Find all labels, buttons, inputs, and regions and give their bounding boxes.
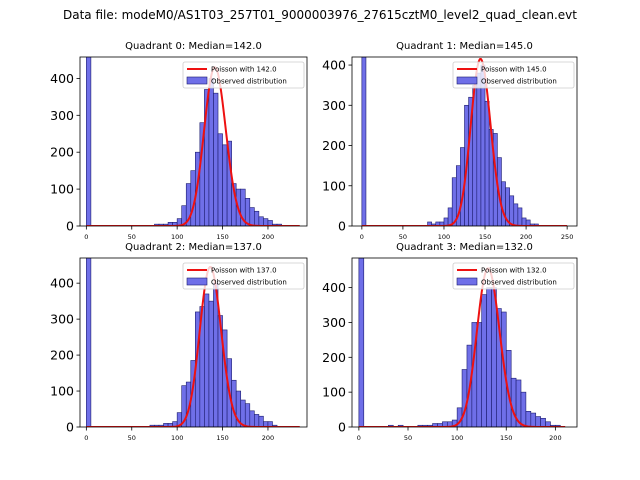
x-tick-label: 100: [171, 434, 183, 442]
legend-label-poisson: Poisson with 142.0: [211, 66, 277, 74]
chart-title: Quadrant 3: Median=132.0: [396, 242, 533, 253]
x-tick-label: 200: [549, 434, 561, 442]
x-tick-label: 50: [128, 434, 136, 442]
x-tick-label: 0: [360, 233, 364, 241]
x-tick-label: 200: [262, 233, 274, 241]
y-tick-label: 0: [66, 420, 74, 435]
legend-label-poisson: Poisson with 132.0: [481, 267, 547, 275]
histogram-bar: [525, 411, 532, 427]
y-tick-label: 300: [322, 315, 346, 330]
x-tick-label: 200: [520, 233, 532, 241]
legend-label-observed: Observed distribution: [481, 78, 557, 86]
legend-bar-swatch: [456, 277, 478, 286]
chart-title: Quadrant 2: Median=137.0: [125, 242, 262, 253]
histogram-bar: [533, 223, 539, 226]
histogram-bar: [535, 416, 541, 427]
x-tick-label: 200: [262, 434, 274, 442]
y-tick-label: 0: [338, 420, 346, 435]
x-tick-label: 250: [561, 233, 573, 241]
histogram-bar: [267, 421, 273, 427]
legend-bar-swatch: [186, 76, 208, 85]
chart-title: Quadrant 0: Median=142.0: [125, 41, 262, 52]
y-tick-label: 300: [50, 312, 74, 327]
x-tick-label: 150: [479, 233, 491, 241]
y-tick-label: 300: [322, 98, 346, 113]
y-tick-label: 100: [50, 384, 74, 399]
legend: Poisson with 132.0 Observed distribution: [452, 262, 575, 290]
poisson-line: [361, 58, 568, 226]
x-tick-label: 150: [500, 434, 512, 442]
legend-bar-swatch: [456, 76, 478, 85]
y-tick-label: 100: [322, 385, 346, 400]
histogram-bar: [358, 258, 365, 427]
x-tick-label: 50: [399, 233, 407, 241]
y-tick-label: 200: [50, 145, 74, 160]
histogram-bar: [476, 322, 482, 427]
y-tick-label: 300: [50, 108, 74, 123]
legend: Poisson with 142.0 Observed distribution: [182, 61, 305, 89]
y-tick-label: 200: [50, 348, 74, 363]
legend-box: [182, 61, 305, 89]
y-tick-label: 200: [322, 350, 346, 365]
x-tick-label: 100: [451, 434, 463, 442]
y-tick-label: 400: [322, 280, 346, 295]
histogram-bar: [491, 287, 497, 427]
legend-box: [182, 262, 305, 290]
histogram-bar: [520, 391, 527, 427]
histogram-bar: [481, 294, 487, 427]
x-tick-label: 50: [128, 233, 136, 241]
histogram-bar: [510, 377, 517, 427]
x-tick-label: 0: [84, 434, 88, 442]
legend-label-poisson: Poisson with 145.0: [481, 66, 547, 74]
y-tick-label: 0: [338, 219, 346, 234]
axes-frame: [79, 56, 308, 227]
y-tick-label: 100: [322, 178, 346, 193]
x-tick-label: 0: [357, 434, 361, 442]
x-tick-label: 0: [84, 233, 88, 241]
legend-bar-swatch: [186, 277, 208, 286]
x-tick-label: 100: [438, 233, 450, 241]
legend-label-observed: Observed distribution: [481, 279, 557, 287]
histogram-bar: [86, 57, 92, 226]
figure-title: Data file: modeM0/AS1T03_257T01_90000039…: [63, 8, 577, 22]
histogram-bar: [267, 220, 273, 226]
legend-box: [452, 61, 575, 89]
y-tick-label: 400: [322, 58, 346, 73]
y-tick-label: 400: [50, 276, 74, 291]
histogram-bar: [540, 417, 546, 427]
legend-label-observed: Observed distribution: [211, 279, 287, 287]
x-tick-label: 50: [404, 434, 412, 442]
poisson-line: [86, 265, 300, 427]
x-tick-label: 150: [216, 233, 228, 241]
y-tick-label: 100: [50, 182, 74, 197]
axes-frame: [351, 257, 578, 428]
histogram-bar: [530, 412, 537, 427]
histogram-bar: [361, 57, 367, 226]
axes-frame: [79, 257, 308, 428]
y-tick-label: 400: [50, 71, 74, 86]
x-tick-label: 150: [216, 434, 228, 442]
chart-title: Quadrant 1: Median=145.0: [396, 41, 533, 52]
legend: Poisson with 137.0 Observed distribution: [182, 262, 305, 290]
histogram-bar: [486, 287, 492, 427]
legend-label-observed: Observed distribution: [211, 78, 287, 86]
legend-label-poisson: Poisson with 137.0: [211, 267, 277, 275]
x-tick-label: 100: [171, 233, 183, 241]
axes-frame: [351, 56, 578, 227]
y-tick-label: 0: [66, 219, 74, 234]
legend: Poisson with 145.0 Observed distribution: [452, 61, 575, 89]
y-tick-label: 200: [322, 138, 346, 153]
histogram-bar: [86, 258, 92, 427]
legend-box: [452, 262, 575, 290]
